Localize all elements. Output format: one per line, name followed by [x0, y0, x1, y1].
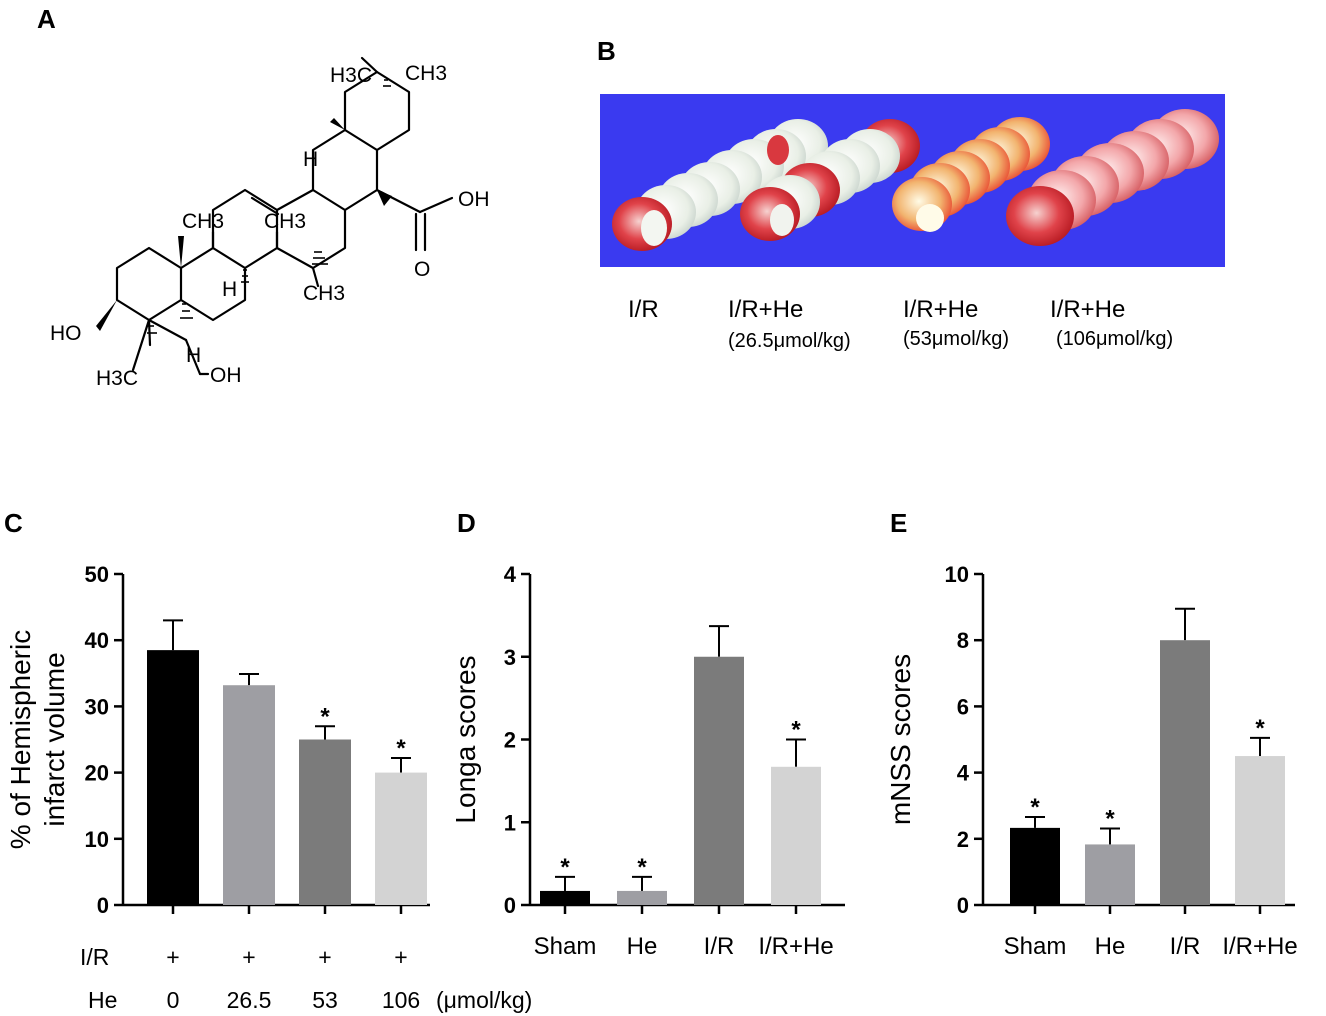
chart-c-ir-mark-0: +	[166, 944, 179, 970]
label-oh-acid: OH	[458, 188, 490, 211]
chart-e-category-label-1: He	[1095, 933, 1126, 960]
chart-e-ytick-label-1: 2	[957, 827, 969, 852]
chart-d-significance-0: *	[560, 854, 570, 881]
photo-group-label-1: I/R	[628, 296, 659, 323]
chart-c-he-row-label: He	[88, 987, 117, 1013]
panel-letter-d: D	[457, 508, 476, 538]
chart-d-longa-scores: 0 1 2 3 4 Longa scores * Sham * He I/R * I/R+He	[450, 562, 845, 960]
label-h3c-top: H3C	[330, 64, 372, 87]
chart-c-bar-3	[375, 772, 427, 905]
chart-d-significance-1: *	[637, 854, 647, 881]
chart-d-ytick-label-0: 0	[504, 893, 516, 918]
chart-c-ir-mark-3: +	[394, 944, 407, 970]
chart-e-significance-3: *	[1255, 715, 1265, 742]
chart-c-bar-1	[223, 685, 275, 905]
panel-letter-c: C	[4, 508, 23, 538]
panel-letter-b: B	[597, 36, 616, 66]
chart-e-category-label-0: Sham	[1004, 933, 1067, 960]
chart-d-ytick-label-2: 2	[504, 728, 516, 753]
photo-group-label-3: I/R+He	[903, 296, 979, 323]
chart-e-ylabel: mNSS scores	[885, 654, 916, 825]
chart-c-ir-row-label: I/R	[80, 944, 109, 970]
label-ho: HO	[50, 322, 82, 345]
chart-e-ytick-label-2: 4	[957, 761, 970, 786]
chart-d-ytick-label-4: 4	[504, 562, 517, 587]
chart-d-ytick-label-3: 3	[504, 645, 516, 670]
label-ch3-mid: CH3	[264, 210, 306, 233]
chart-c-bar-2	[299, 739, 351, 905]
chart-e-bar-3	[1235, 756, 1285, 905]
label-h-mid: H	[222, 278, 237, 301]
label-ch3-left: CH3	[182, 210, 224, 233]
chart-c-ytick-label-2: 20	[85, 761, 109, 786]
chart-c-ytick-label-1: 10	[85, 827, 109, 852]
chart-e-ytick-label-0: 0	[957, 893, 969, 918]
chart-c-category-label-0: 0	[167, 987, 180, 1013]
panel-letter-e: E	[890, 508, 908, 538]
chart-e-category-label-2: I/R	[1170, 933, 1201, 960]
chart-c-ytick-label-3: 30	[85, 694, 109, 719]
chart-c-ylabel-line-1: infarct volume	[39, 652, 70, 826]
chart-d-bar-2	[694, 656, 744, 905]
chart-c-ylabel-line-0: % of Hemispheric	[5, 630, 36, 849]
chemical-structure: H3C CH3 H OH O CH3 CH3 H CH3 HO H H3C OH	[50, 56, 490, 390]
brain-slices-photo	[600, 94, 1225, 267]
chart-e-significance-1: *	[1105, 806, 1115, 833]
chart-c-ytick-label-0: 0	[97, 893, 109, 918]
chart-d-category-label-3: I/R+He	[758, 933, 833, 960]
chart-d-bar-3	[771, 766, 821, 905]
chart-e-bar-0	[1010, 827, 1060, 905]
chart-d-category-label-0: Sham	[534, 933, 597, 960]
chart-e-category-label-3: I/R+He	[1222, 933, 1297, 960]
label-ch3-top: CH3	[405, 62, 447, 85]
chart-e-ytick-label-5: 10	[945, 562, 969, 587]
chart-d-bar-1	[617, 890, 667, 905]
chart-d-category-label-1: He	[627, 933, 658, 960]
chart-d-ytick-label-1: 1	[504, 810, 516, 835]
chart-c-ir-mark-2: +	[318, 944, 331, 970]
chart-c-category-label-3: 106	[382, 987, 420, 1013]
chart-e-ytick-label-3: 6	[957, 694, 969, 719]
chart-e-bar-2	[1160, 640, 1210, 905]
chart-c-significance-3: *	[396, 735, 406, 762]
panel-letter-a: A	[37, 4, 56, 34]
photo-group-dose-4: (106μmol/kg)	[1056, 328, 1174, 350]
label-o-acid: O	[414, 258, 430, 281]
chart-c-category-label-2: 53	[312, 987, 338, 1013]
chart-c-significance-2: *	[320, 703, 330, 730]
label-ch3-low: CH3	[303, 282, 345, 305]
chart-e-bar-1	[1085, 844, 1135, 905]
chart-c-ytick-label-5: 50	[85, 562, 109, 587]
photo-group-dose-3: (53μmol/kg)	[903, 328, 1009, 350]
chart-e-ytick-label-4: 8	[957, 628, 969, 653]
chart-d-significance-3: *	[791, 717, 801, 744]
photo-group-label-4: I/R+He	[1050, 296, 1126, 323]
photo-group-label-2: I/R+He	[728, 296, 804, 323]
chart-c-ir-mark-1: +	[242, 944, 255, 970]
chart-e-significance-0: *	[1030, 794, 1040, 821]
chart-d-category-label-2: I/R	[704, 933, 735, 960]
label-h-low: H	[186, 344, 201, 367]
chart-e-mnss-scores: 0 2 4 6 8 10 mNSS scores * Sham * He I/R * I/R+He	[885, 562, 1298, 960]
chart-c-ytick-label-4: 40	[85, 628, 109, 653]
chart-d-ylabel: Longa scores	[450, 655, 481, 823]
chart-c-unit-label: (μmol/kg)	[436, 987, 532, 1013]
label-h3c-bottom: H3C	[96, 367, 138, 390]
chart-c-category-label-1: 26.5	[227, 987, 272, 1013]
chart-d-bar-0	[540, 890, 590, 905]
label-oh-bottom: OH	[210, 364, 242, 387]
photo-group-dose-2: (26.5μmol/kg)	[728, 330, 851, 352]
label-h-top: H	[303, 148, 318, 171]
chart-c-bar-0	[147, 650, 199, 905]
